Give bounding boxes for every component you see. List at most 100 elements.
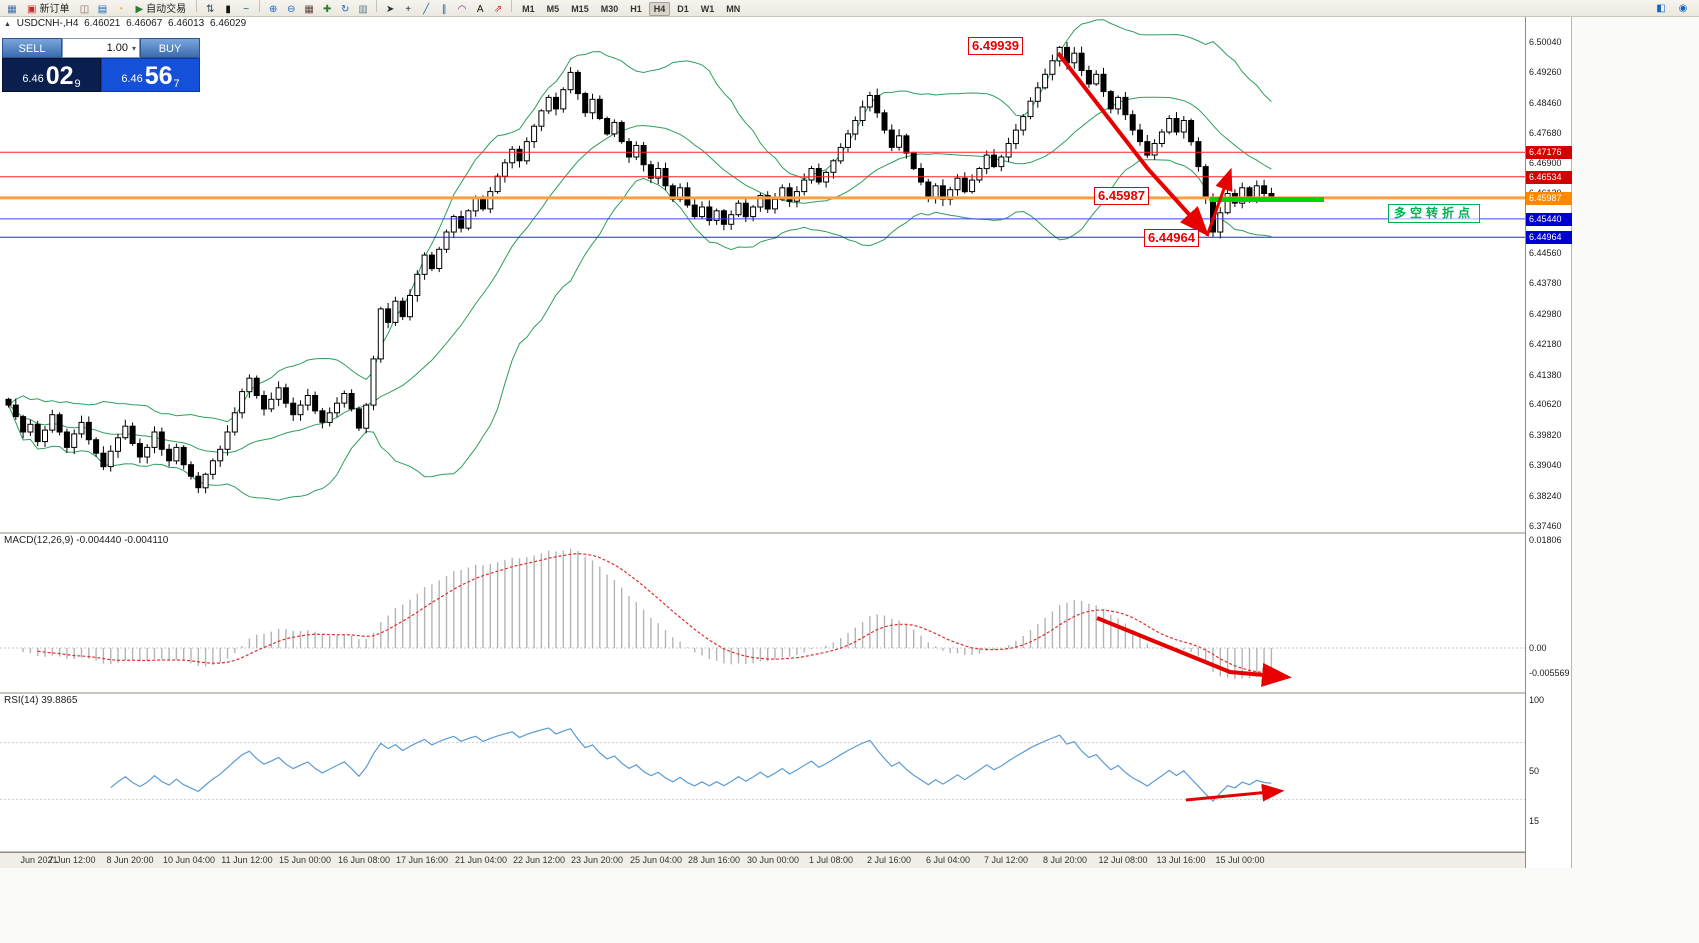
low-price-annotation: 6.44964 [1144,229,1199,247]
sell-price-small: 6.46 [22,73,44,85]
peak-price-annotation: 6.49939 [968,37,1023,55]
sell-button[interactable]: SELL [2,38,62,58]
help-icon[interactable]: ◉ [1678,2,1688,14]
price-tag: 6.47176 [1526,146,1572,159]
price-tick: 6.39040 [1529,460,1562,470]
time-label: Jun 2021 [20,855,58,865]
fibonacci-icon[interactable]: ◠ [457,3,467,15]
time-label: 15 Jul 00:00 [1215,855,1265,865]
time-label: 25 Jun 04:00 [629,855,683,865]
buy-price-big: 56 [144,62,173,90]
time-label: 12 Jul 08:00 [1098,855,1148,865]
new-order-button[interactable]: ▣ 新订单 [22,2,74,18]
volume-dropdown-icon[interactable]: ▾ [131,43,136,53]
timeframe-m1[interactable]: M1 [522,4,535,14]
buy-price[interactable]: 6.46 56 7 [101,58,200,92]
one-click-trading-panel: SELL 1.00 ▾ BUY 6.46 02 9 6.46 56 7 [2,38,200,92]
arrow-tool-icon[interactable]: ⇗ [493,3,503,15]
time-label: 7 Jul 12:00 [983,855,1029,865]
rsi-axis-label: 15 [1529,816,1540,826]
price-tag: 6.44964 [1526,231,1572,244]
time-label: 1 Jul 08:00 [808,855,854,865]
toolbar-separator [259,0,261,12]
timeframe-m5[interactable]: M5 [546,4,560,14]
time-label: 10 Jun 04:00 [162,855,216,865]
window-icons: ◧ ◉ [1652,1,1696,16]
price-tag: 6.46534 [1526,171,1572,184]
price-tick: 6.42980 [1529,309,1562,319]
autotrading-button-icon: ▶ [135,3,144,15]
candlestick-chart-icon[interactable]: ▮ [225,3,231,15]
bar-chart-icon[interactable]: ⇅ [205,3,215,15]
symbol-label: USDCNH-,H4 [16,18,79,29]
toolbar-separator [196,0,198,12]
sell-price-big: 02 [45,62,74,90]
cursor-icon[interactable]: ➤ [385,3,395,15]
zoom-out-icon[interactable]: ⊖ [286,3,296,15]
sell-price[interactable]: 6.46 02 9 [2,58,101,92]
price-tick: 6.47680 [1529,128,1562,138]
price-tag: 6.45987 [1526,192,1572,205]
trendline-icon[interactable]: ╱ [423,3,430,15]
macd-label: MACD(12,26,9) -0.004440 -0.004110 [4,535,169,546]
time-label: 11 Jun 12:00 [221,855,273,865]
time-scale[interactable]: Jun 2021 7 Jun 12:00 8 Jun 20:00 10 Jun 04:… [0,852,1525,868]
autotrading-button[interactable]: ▶ 自动交易 [130,2,191,18]
toolbar: ▦ ▣ 新订单 ◫ ▤ ◔ ▶ 自动交易 ⇅ ▮ ~ ⊕ ⊖ ▦ ✚ ↻ ▥ ➤ + ╱ ∥ ◠ A ⇗ M1 M5 M15 M30… [0,0,1699,17]
time-label: 15 Jun 00:00 [278,855,332,865]
time-label: 22 Jun 12:00 [512,855,566,865]
time-label: 17 Jun 16:00 [395,855,449,865]
chart-canvas[interactable] [0,17,1525,852]
zoom-in-icon[interactable]: ⊕ [268,3,278,15]
price-tag: 6.45440 [1526,213,1572,226]
auto-scroll-icon[interactable]: ↻ [340,3,350,15]
price-scale[interactable]: 6.500406.492606.484606.476806.469006.461… [1525,17,1572,868]
timeframe-m15[interactable]: M15 [571,4,589,14]
macd-axis-label: 0.01806 [1529,535,1562,545]
macd-axis-label: -0.005569 [1529,668,1570,678]
timeframe-h1[interactable]: H1 [630,4,642,14]
chart-header: ▲ USDCNH-,H4 6.46021 6.46067 6.46013 6.4… [4,18,249,29]
tile-windows-icon[interactable]: ▦ [304,3,314,15]
chart-window[interactable]: ▲ USDCNH-,H4 6.46021 6.46067 6.46013 6.4… [0,17,1572,868]
timeframe-mn[interactable]: MN [726,4,741,14]
time-label: 7 Jun 12:00 [48,855,96,865]
ohlc-close: 6.46029 [209,18,247,29]
price-tick: 6.44560 [1529,248,1562,258]
chart-profiles-icon[interactable]: ◫ [79,3,90,15]
equidistant-channel-icon[interactable]: ∥ [441,3,447,15]
timeframe-w1[interactable]: W1 [700,4,715,14]
templates-icon[interactable]: ▥ [358,3,368,15]
crosshair-icon[interactable]: + [405,3,412,15]
timeframe-m30[interactable]: M30 [600,4,619,14]
autotrading-button-label: 自动交易 [146,3,187,15]
chart-window-icon[interactable]: ▦ [7,3,17,15]
price-tick: 6.40620 [1529,399,1562,409]
data-window-icon[interactable]: ◔ [117,3,124,15]
market-watch-icon[interactable]: ▤ [97,3,108,15]
rsi-axis-label: 100 [1529,695,1545,705]
dock-icon[interactable]: ◧ [1656,2,1666,14]
support-price-annotation: 6.45987 [1094,187,1149,205]
toolbar-items: ▦ ▣ 新订单 ◫ ▤ ◔ ▶ 自动交易 ⇅ ▮ ~ ⊕ ⊖ ▦ ✚ ↻ ▥ ➤ + ╱ ∥ ◠ A ⇗ [3,0,516,18]
price-tick: 6.49260 [1529,67,1562,77]
time-label: 8 Jun 20:00 [106,855,154,865]
add-indicator-icon[interactable]: ✚ [322,3,332,15]
ohlc-high: 6.46067 [126,18,163,29]
rsi-label: RSI(14) 39.8865 [4,695,78,706]
price-tick: 6.39820 [1529,430,1562,440]
volume-field[interactable]: 1.00 ▾ [62,38,140,58]
buy-price-small: 6.46 [121,73,143,85]
sell-price-sup: 9 [74,78,81,90]
price-tick: 6.37460 [1529,521,1562,531]
timeframe-d1[interactable]: D1 [677,4,689,14]
time-label: 2 Jul 16:00 [866,855,912,865]
timeframe-h4[interactable]: H4 [648,2,671,16]
line-chart-icon[interactable]: ~ [243,3,250,15]
price-tick: 6.46900 [1529,158,1562,168]
price-tick: 6.43780 [1529,278,1562,288]
text-label-icon[interactable]: A [476,3,484,15]
time-label: 28 Jun 16:00 [687,855,741,865]
buy-button[interactable]: BUY [140,38,200,58]
